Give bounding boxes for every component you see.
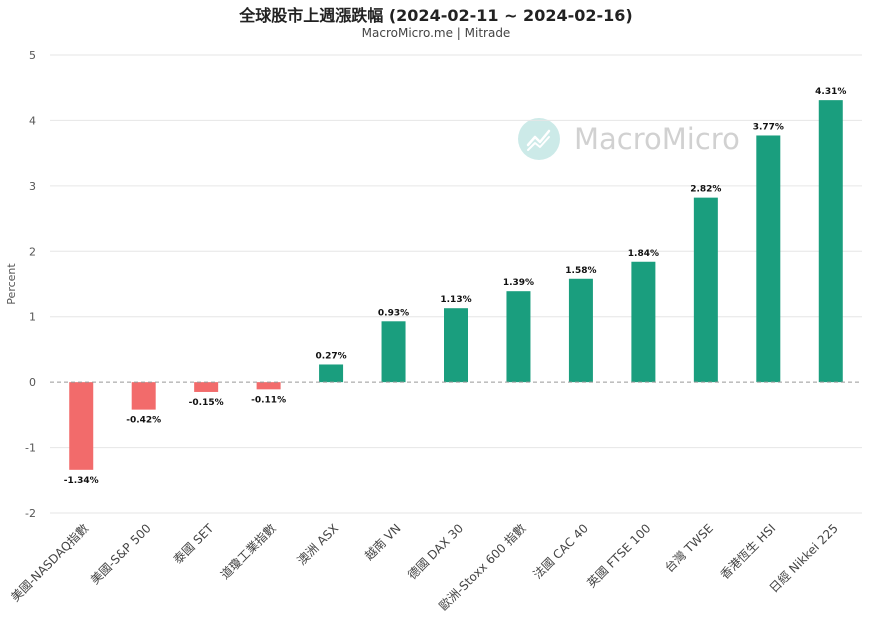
watermark: MacroMicro: [518, 118, 740, 160]
chart-line-icon: [518, 118, 560, 160]
data-label: 0.93%: [378, 308, 409, 318]
data-label: 3.77%: [753, 122, 784, 132]
x-tick-label: 香港恆生 HSI: [718, 521, 779, 582]
bar: [131, 382, 156, 410]
data-label: 4.31%: [815, 87, 846, 97]
bar: [568, 278, 593, 383]
x-tick-label: 美國-S&P 500: [88, 521, 154, 587]
x-tick-label: 法國 CAC 40: [530, 521, 591, 582]
data-label: 0.27%: [315, 351, 346, 361]
x-tick-label: 澳洲 ASX: [295, 521, 342, 568]
x-tick-label: 台灣 TWSE: [661, 521, 716, 576]
data-label: 1.13%: [440, 295, 471, 305]
y-tick-label: 5: [29, 49, 36, 62]
y-axis-label: Percent: [5, 263, 18, 305]
data-label: 2.82%: [690, 185, 721, 195]
data-label: 1.39%: [503, 278, 534, 288]
y-tick-label: 3: [29, 180, 36, 193]
data-label: -0.15%: [189, 398, 224, 408]
data-label: -0.11%: [251, 395, 286, 405]
x-tick-label: 泰國 SET: [171, 521, 217, 567]
bar: [693, 197, 718, 383]
x-tick-label: 越南 VN: [361, 521, 403, 563]
bar: [631, 261, 656, 383]
y-tick-label: 4: [29, 114, 36, 127]
data-label: -0.42%: [126, 416, 161, 426]
bar: [506, 291, 531, 383]
data-label: 1.58%: [565, 266, 596, 276]
x-tick-label: 美國-NASDAQ指數: [7, 521, 91, 605]
bar-layer: [69, 100, 843, 470]
x-tick-label: 道瓊工業指數: [217, 521, 279, 583]
chart-title: 全球股市上週漲跌幅 (2024-02-11 ~ 2024-02-16): [239, 6, 633, 25]
y-tick-label: -1: [25, 442, 36, 455]
bar: [256, 382, 281, 390]
y-tick-label: 0: [29, 376, 36, 389]
bar: [381, 321, 406, 383]
x-tick-label: 英國 FTSE 100: [584, 521, 653, 590]
y-tick-label: 2: [29, 245, 36, 258]
bar: [818, 100, 843, 383]
bar: [444, 308, 468, 383]
x-tick-label: 日經 Nikkei 225: [767, 521, 841, 595]
grid-layer: [50, 54, 862, 514]
bar: [756, 135, 781, 383]
bar: [319, 364, 344, 383]
label-layer: -1.34% -0.42% -0.15% -0.11% 0.27% 0.93% 1.13% 1…: [64, 87, 847, 486]
watermark-text: MacroMicro: [574, 122, 740, 156]
bar: [69, 382, 94, 470]
bar: [194, 382, 219, 392]
x-tick-label: 德國 DAX 30: [404, 521, 466, 583]
y-tick-label: -2: [25, 507, 36, 520]
data-label: 1.84%: [628, 249, 659, 259]
y-tick-label: 1: [29, 311, 36, 324]
chart-subtitle: MacroMicro.me | Mitrade: [361, 26, 511, 40]
data-label: -1.34%: [64, 476, 99, 486]
